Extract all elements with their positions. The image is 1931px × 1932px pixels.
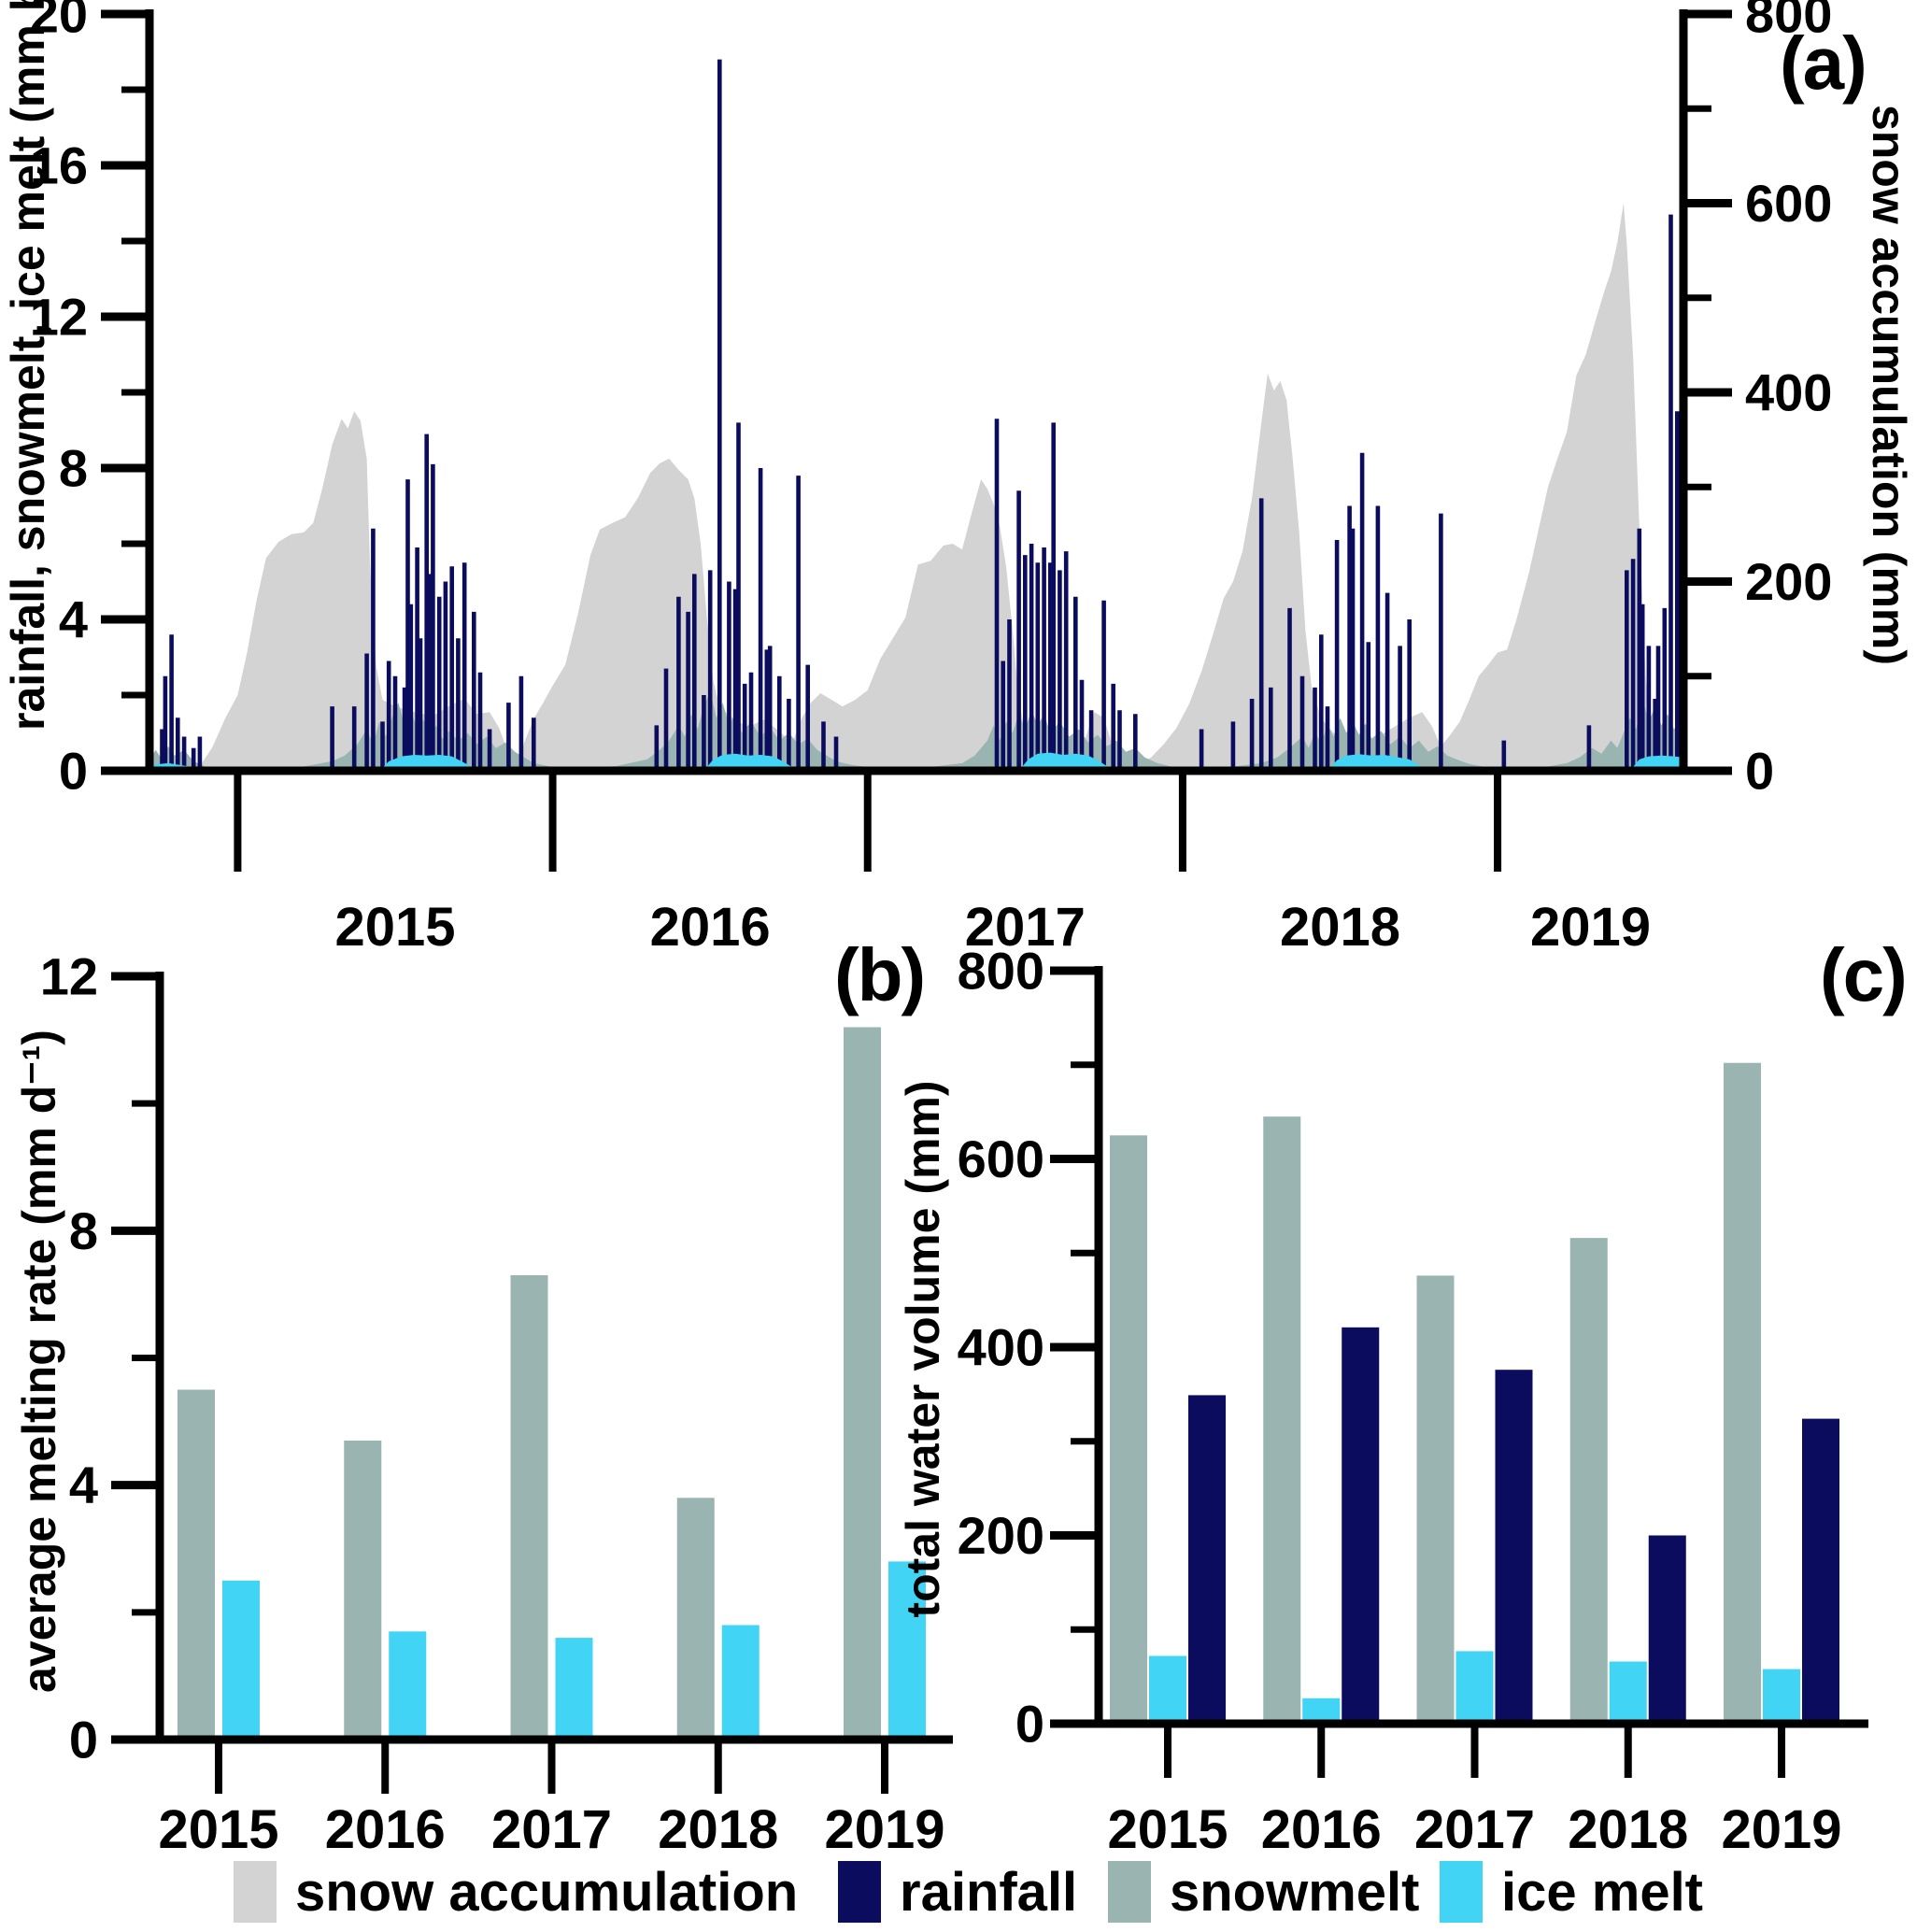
rainfall-swatch-icon bbox=[838, 1861, 881, 1923]
panel-b-bar-snowmelt-2018 bbox=[676, 1498, 715, 1740]
panel-c-bar-ice-melt-2017 bbox=[1455, 1651, 1494, 1724]
panel-b-bar-ice-melt-2018 bbox=[721, 1625, 760, 1740]
panel-b-bar-ice-melt-2017 bbox=[555, 1638, 593, 1740]
panel-b-bar-snowmelt-2017 bbox=[510, 1275, 548, 1740]
panel-b-bar-snowmelt-2019 bbox=[844, 1027, 881, 1740]
panel-b-axis-title: average melting rate (mm d⁻¹) bbox=[13, 1030, 65, 1693]
svg-text:2016: 2016 bbox=[325, 1799, 446, 1860]
svg-text:2017: 2017 bbox=[491, 1799, 612, 1860]
svg-text:2019: 2019 bbox=[1721, 1799, 1841, 1860]
svg-text:2016: 2016 bbox=[1261, 1799, 1382, 1860]
svg-text:600: 600 bbox=[958, 1129, 1044, 1188]
legend-item-ice-melt: ice melt bbox=[1440, 1859, 1703, 1925]
panel-c-axes: 0 200 400 600 800 2015 2016 2017 2018 2019 bbox=[958, 942, 1868, 1860]
legend: snow accumulation rainfall snowmelt ice … bbox=[0, 1859, 1931, 1925]
svg-text:2015: 2015 bbox=[334, 897, 455, 958]
panel-b-bar-ice-melt-2019 bbox=[888, 1561, 926, 1740]
panel-b-bar-snowmelt-2016 bbox=[344, 1441, 382, 1740]
svg-text:200: 200 bbox=[1745, 552, 1832, 611]
svg-text:2017: 2017 bbox=[1414, 1799, 1535, 1860]
svg-text:4: 4 bbox=[69, 1456, 98, 1514]
svg-text:800: 800 bbox=[1745, 0, 1832, 44]
legend-label: snow accumulation bbox=[295, 1861, 799, 1923]
svg-text:20: 20 bbox=[30, 0, 88, 44]
svg-text:16: 16 bbox=[30, 136, 88, 195]
snow-accumulation-swatch-icon bbox=[234, 1861, 277, 1923]
svg-text:4: 4 bbox=[59, 590, 88, 649]
svg-text:2018: 2018 bbox=[658, 1799, 778, 1860]
legend-item-snow-accumulation: snow accumulation bbox=[234, 1859, 798, 1925]
panel-c-bar-ice-melt-2018 bbox=[1609, 1661, 1647, 1724]
panel-b-bar-ice-melt-2016 bbox=[389, 1631, 427, 1740]
panel-c-bar-ice-melt-2016 bbox=[1302, 1698, 1341, 1724]
svg-text:12: 12 bbox=[30, 288, 88, 347]
svg-text:8: 8 bbox=[59, 439, 88, 498]
panel-b-bar-snowmelt-2015 bbox=[177, 1389, 215, 1740]
panel-c-bar-ice-melt-2015 bbox=[1149, 1655, 1186, 1724]
svg-text:2016: 2016 bbox=[650, 897, 771, 958]
panel-c-bar-ice-melt-2019 bbox=[1763, 1669, 1800, 1724]
svg-text:200: 200 bbox=[958, 1506, 1044, 1565]
panel-b-bar-ice-melt-2015 bbox=[222, 1580, 260, 1740]
panel-c-bar-rainfall-2016 bbox=[1342, 1327, 1380, 1724]
panel-c-bar-snowmelt-2019 bbox=[1724, 1062, 1761, 1724]
svg-text:400: 400 bbox=[1745, 363, 1832, 422]
svg-text:0: 0 bbox=[1015, 1695, 1044, 1754]
svg-text:0: 0 bbox=[59, 742, 88, 801]
panel-b-series-snowmelt bbox=[177, 1027, 881, 1740]
panel-b-series-ice-melt bbox=[222, 1561, 926, 1740]
snow-accumulation-area bbox=[149, 203, 1683, 771]
svg-text:8: 8 bbox=[69, 1201, 98, 1260]
panel-b: 0 4 8 12 2015 2016 2017 2018 2019 bbox=[40, 947, 953, 1860]
legend-item-snowmelt: snowmelt bbox=[1108, 1859, 1420, 1925]
svg-text:0: 0 bbox=[69, 1711, 98, 1769]
panel-c-bar-snowmelt-2017 bbox=[1416, 1275, 1455, 1724]
panel-c: 0 200 400 600 800 2015 2016 2017 2018 2019 bbox=[958, 942, 1868, 1860]
legend-label: ice melt bbox=[1501, 1861, 1703, 1923]
panel-b-axes: 0 4 8 12 2015 2016 2017 2018 2019 bbox=[40, 947, 953, 1860]
panel-a-letter: (a) bbox=[1780, 21, 1867, 105]
rainfall-spikes bbox=[160, 59, 1686, 771]
svg-text:0: 0 bbox=[1745, 742, 1774, 801]
legend-item-rainfall: rainfall bbox=[838, 1859, 1077, 1925]
snowmelt-area bbox=[149, 691, 1683, 771]
legend-label: rainfall bbox=[900, 1861, 1078, 1923]
svg-text:2017: 2017 bbox=[965, 897, 1086, 958]
panel-c-bar-snowmelt-2015 bbox=[1110, 1135, 1147, 1724]
panel-c-letter: (c) bbox=[1820, 933, 1908, 1016]
svg-text:2018: 2018 bbox=[1568, 1799, 1688, 1860]
svg-text:2019: 2019 bbox=[1530, 897, 1651, 958]
panel-c-series-ice-melt bbox=[1149, 1651, 1800, 1724]
ice-melt-area bbox=[149, 752, 1683, 771]
panel-a-left-axis-title: rainfall, snowmelt, ice melt (mm h⁻¹) bbox=[2, 0, 54, 731]
panel-c-bar-snowmelt-2016 bbox=[1263, 1116, 1301, 1724]
panel-c-series-snowmelt bbox=[1110, 1062, 1761, 1724]
legend-label: snowmelt bbox=[1170, 1861, 1420, 1923]
svg-text:2015: 2015 bbox=[1107, 1799, 1228, 1860]
panel-a-right-axis-title: snow accumulation (mm) bbox=[1863, 104, 1915, 666]
snowmelt-swatch-icon bbox=[1108, 1861, 1151, 1923]
svg-text:2015: 2015 bbox=[158, 1799, 278, 1860]
svg-text:400: 400 bbox=[958, 1318, 1044, 1377]
panel-c-bar-snowmelt-2018 bbox=[1569, 1238, 1608, 1724]
panel-c-series-rainfall bbox=[1188, 1327, 1839, 1724]
panel-c-bar-rainfall-2017 bbox=[1495, 1370, 1533, 1724]
panel-c-bar-rainfall-2018 bbox=[1648, 1535, 1686, 1724]
panel-b-letter: (b) bbox=[834, 933, 926, 1016]
svg-text:12: 12 bbox=[40, 947, 98, 1006]
panel-c-axis-title: total water volume (mm) bbox=[897, 1080, 949, 1618]
svg-text:2019: 2019 bbox=[824, 1799, 944, 1860]
ice-melt-swatch-icon bbox=[1440, 1861, 1483, 1923]
panel-c-bar-rainfall-2019 bbox=[1802, 1418, 1839, 1724]
svg-text:2018: 2018 bbox=[1280, 897, 1400, 958]
panel-c-bar-rainfall-2015 bbox=[1188, 1395, 1226, 1724]
svg-text:600: 600 bbox=[1745, 174, 1832, 233]
svg-text:800: 800 bbox=[958, 942, 1044, 1001]
